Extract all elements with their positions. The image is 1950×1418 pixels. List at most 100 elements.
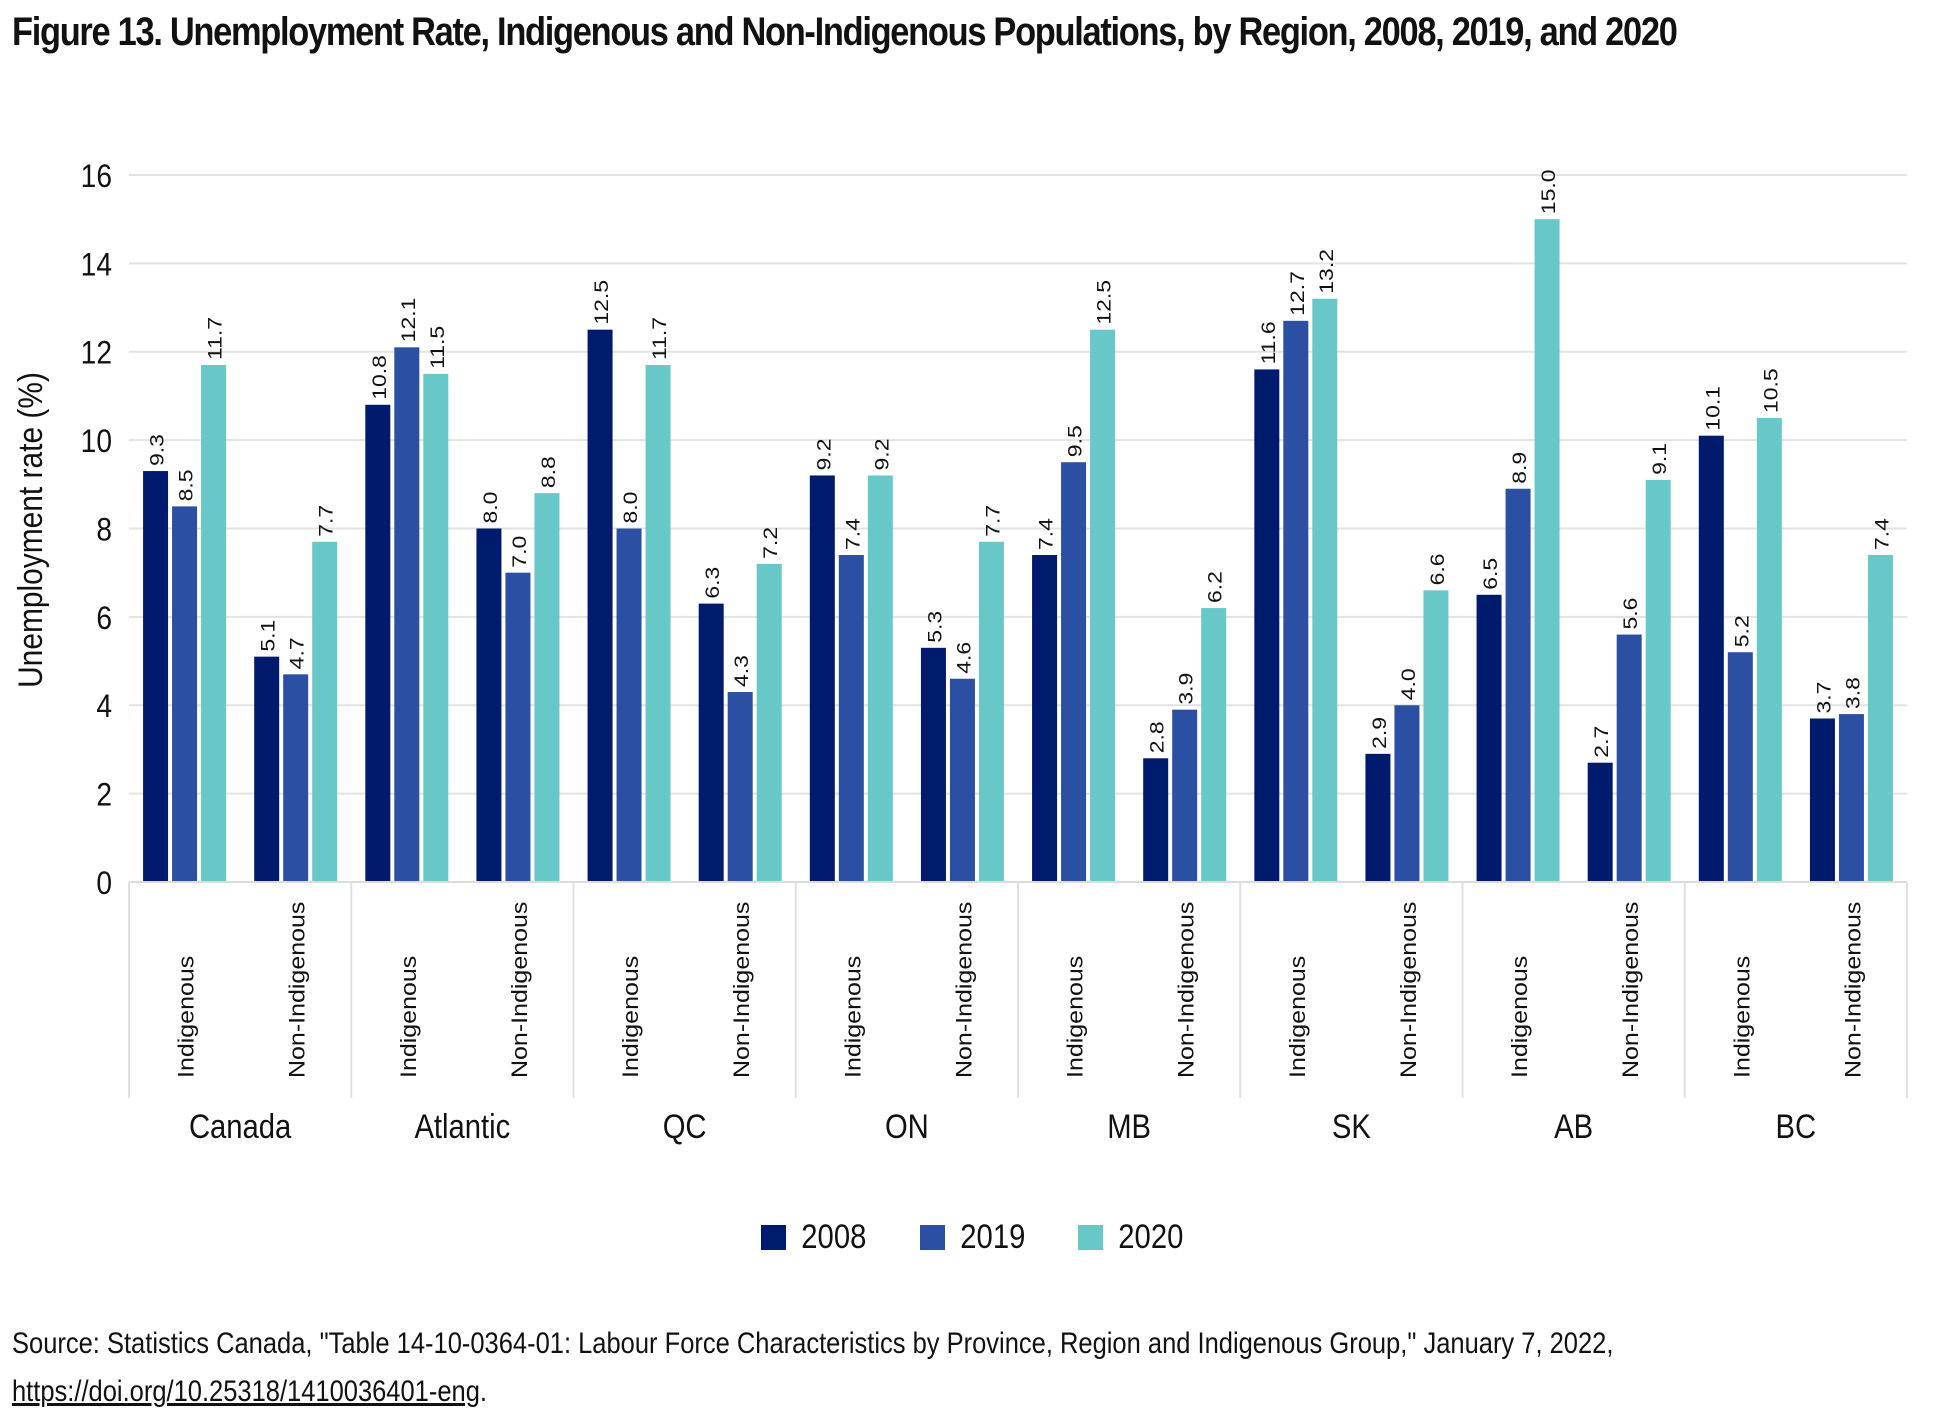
data-label: 6.3 [702,567,724,599]
data-label: 7.7 [315,505,337,537]
legend: 2008 2019 2020 [0,1218,1950,1257]
data-label: 4.7 [286,637,308,669]
data-label: 7.4 [1871,518,1893,550]
bar-2019 [1505,488,1531,882]
legend-item-2020: 2020 [1078,1218,1189,1257]
group-label: Indigenous [174,956,200,1078]
data-label: 12.7 [1286,271,1308,316]
data-label: 5.1 [257,620,279,652]
data-label: 7.2 [760,527,782,559]
data-label: 3.7 [1813,682,1835,714]
y-tick-label: 6 [96,601,112,636]
data-label: 6.5 [1480,558,1502,590]
x-axis: Canada Indigenous Non-Indigenous Atlantic In… [128,881,1908,1146]
bar-2019 [283,674,309,882]
data-label: 11.6 [1257,321,1279,364]
data-label: 9.2 [871,439,893,471]
legend-swatch [761,1225,787,1250]
data-label: 4.0 [1398,668,1420,700]
data-label: 4.3 [731,655,753,687]
bar-2020 [201,365,227,883]
data-label: 7.4 [1035,518,1057,550]
legend-swatch [919,1225,945,1250]
source-note: Source: Statistics Canada, "Table 14-10-… [12,1320,1916,1416]
source-suffix: . [479,1375,487,1408]
source-link[interactable]: https://doi.org/10.25318/1410036401-eng [12,1375,480,1408]
bars: 9.3 8.5 11.7 5.1 4.7 7.7 10.8 12.1 11.5 8.0 7.0 8.8… [143,169,1893,883]
group-label: Non-Indigenous [1174,901,1200,1078]
group-label: Indigenous [1285,956,1311,1078]
group-label: Indigenous [396,956,422,1078]
bar-2008 [698,603,724,882]
data-label: 15.0 [1538,169,1560,214]
bar-2008 [1365,753,1391,882]
data-label: 7.7 [982,505,1004,537]
region-label: ON [885,1107,929,1146]
bar-2019 [1838,714,1864,882]
data-label: 9.1 [1649,443,1671,475]
y-tick-label: 14 [81,248,112,283]
bar-2019 [949,678,975,882]
bar-2008 [1587,762,1613,882]
y-tick-label: 10 [81,425,112,460]
bar-2020 [1534,219,1560,882]
data-label: 5.2 [1731,615,1753,647]
bar-2020 [1090,329,1116,882]
bar-2020 [978,541,1004,882]
bar-2008 [143,471,169,882]
region-label: Canada [189,1107,292,1146]
data-label: 8.9 [1509,452,1531,484]
bar-2019 [727,691,753,882]
bar-2008 [365,404,391,882]
region-label: AB [1554,1107,1593,1146]
y-tick-label: 16 [81,159,112,194]
region-label: SK [1332,1107,1371,1146]
bar-2019 [1616,634,1642,882]
group-label: Non-Indigenous [729,901,755,1078]
group-label: Non-Indigenous [1396,901,1422,1078]
bar-2020 [1201,608,1227,882]
data-label: 8.0 [480,491,502,523]
data-label: 11.5 [426,326,448,369]
bar-2008 [587,329,613,882]
data-label: 2.8 [1146,721,1168,753]
bar-2019 [1727,652,1753,882]
bar-chart: 0 2 4 6 8 10 12 14 16 Unemployment rate (%) 9.3 8… [11,159,1908,1146]
data-label: 13.2 [1315,249,1337,294]
y-axis-ticks: 0 2 4 6 8 10 12 14 16 [81,159,112,901]
legend-label: 2019 [959,1218,1026,1256]
data-label: 8.8 [538,456,560,488]
bar-2008 [254,656,280,882]
bar-2019 [394,347,420,882]
region-label: MB [1107,1107,1151,1146]
bar-2008 [476,528,502,882]
group-label: Non-Indigenous [507,901,533,1078]
data-label: 4.6 [953,642,975,674]
group-label: Non-Indigenous [285,901,311,1078]
legend-item-2019: 2019 [919,1218,1031,1257]
bar-2008 [1698,435,1724,882]
data-label: 12.5 [591,280,613,325]
data-label: 8.0 [620,491,642,523]
group-label: Non-Indigenous [1618,901,1644,1078]
data-label: 10.5 [1760,368,1782,413]
data-label: 3.8 [1842,677,1864,709]
data-label: 11.7 [204,317,226,360]
data-label: 12.5 [1093,280,1115,325]
bar-2008 [1809,718,1835,882]
data-label: 11.7 [649,317,671,360]
data-label: 8.5 [175,469,197,501]
data-label: 6.2 [1204,571,1226,603]
y-axis-label: Unemployment rate (%) [11,372,49,688]
bar-2008 [1143,758,1169,882]
bar-2019 [1394,705,1420,882]
data-label: 5.6 [1620,598,1642,630]
y-tick-label: 0 [96,866,112,901]
data-label: 10.1 [1702,386,1724,431]
bar-2019 [616,528,642,882]
bar-2020 [645,365,671,883]
data-label: 2.9 [1369,717,1391,749]
legend-label: 2020 [1118,1218,1184,1256]
bar-2020 [312,541,338,882]
group-label: Indigenous [618,956,644,1078]
